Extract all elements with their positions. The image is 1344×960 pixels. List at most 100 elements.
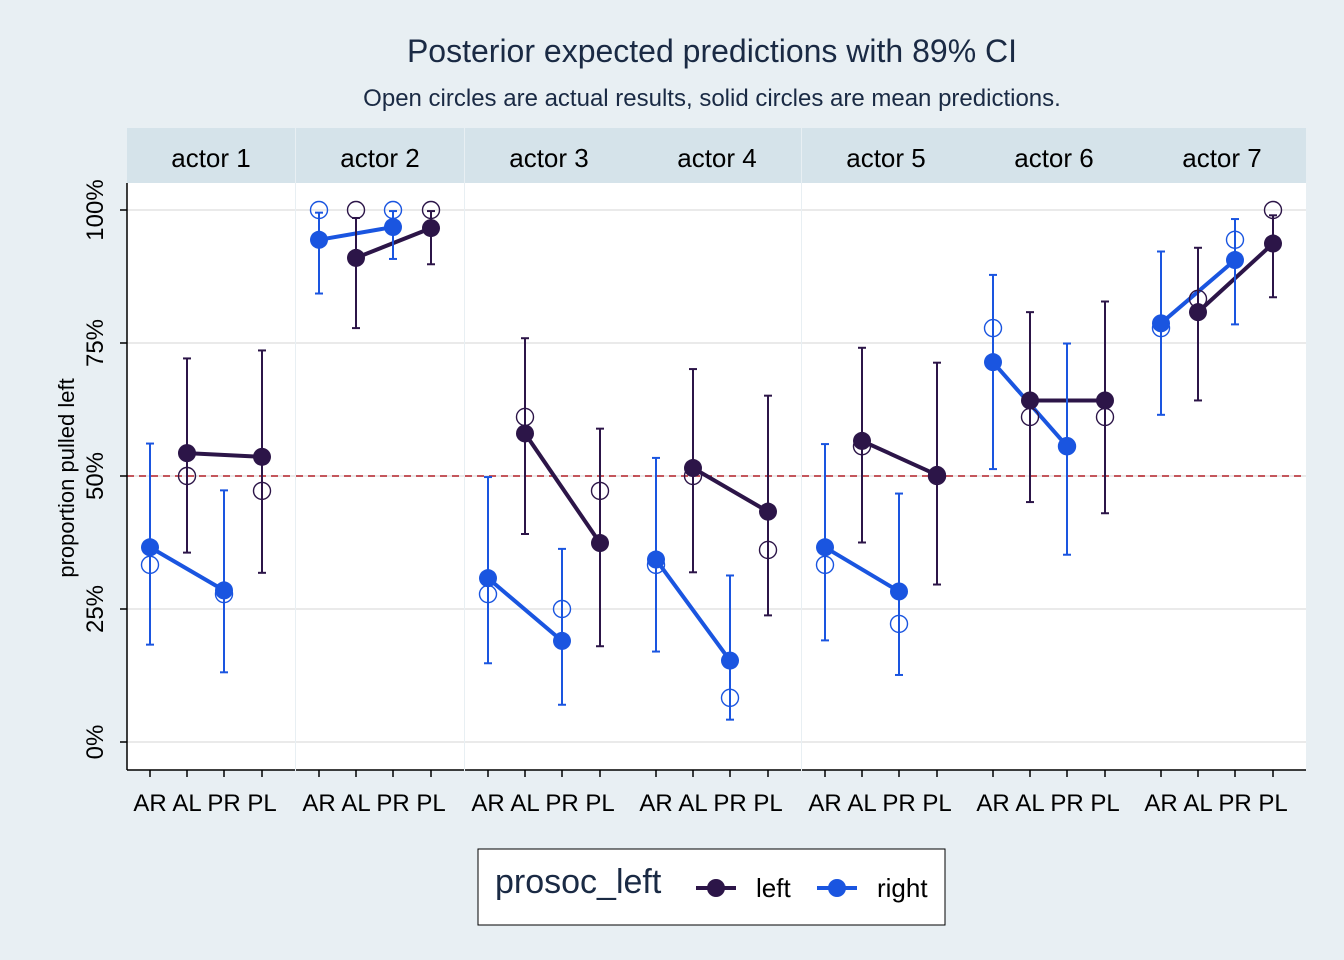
legend-label-right: right (877, 873, 928, 903)
mean-point (422, 219, 440, 238)
mean-point (347, 248, 365, 267)
x-tick-label: AL (172, 790, 201, 817)
panel-strip-label: actor 3 (509, 143, 589, 173)
legend-key-point (707, 879, 725, 897)
series-line-left (691, 466, 770, 514)
mean-point (1058, 437, 1076, 456)
x-tick-label: PL (753, 790, 782, 817)
panel-strip (633, 128, 801, 183)
mean-point (684, 459, 702, 478)
mean-point (215, 581, 233, 600)
series-line-left (186, 451, 263, 459)
series-line-right (654, 558, 732, 662)
facet-panel: actor 3 AR AL PR PL (465, 128, 633, 817)
series-line-right (486, 576, 564, 643)
mean-point (516, 424, 534, 443)
y-axis-title: proportion pulled left (54, 378, 79, 577)
y-tick-label: 75% (82, 319, 109, 367)
x-tick-label: PR (1218, 790, 1251, 817)
facet-panel: actor 1 AR AL PR PL (127, 128, 295, 817)
x-tick-label: AR (976, 790, 1009, 817)
mean-point (984, 353, 1002, 372)
facet-panel: actor 7 AR AL PR PL (1138, 128, 1306, 817)
x-tick-label: AL (847, 790, 876, 817)
observed-point (421, 200, 441, 220)
x-tick-label: AL (1015, 790, 1044, 817)
mean-point (310, 230, 328, 249)
mean-point (1021, 391, 1039, 410)
series-line-left (523, 432, 602, 545)
x-tick-label: PL (922, 790, 951, 817)
observed-point (758, 540, 778, 560)
mean-point (1189, 303, 1207, 322)
legend-key-point (828, 879, 846, 897)
mean-point (1152, 314, 1170, 333)
mean-point (759, 502, 777, 521)
x-tick-label: AR (808, 790, 841, 817)
facet-panel: actor 4 AR AL PR PL (633, 128, 801, 817)
mean-point (141, 538, 159, 557)
series-line-right (823, 545, 901, 594)
mean-point (721, 651, 739, 670)
mean-point (647, 550, 665, 569)
observed-point (1225, 230, 1245, 249)
y-tick-label: 25% (82, 585, 109, 633)
legend: prosoc_left left right (477, 848, 946, 926)
x-tick-label: AL (510, 790, 539, 817)
mean-point (1226, 251, 1244, 270)
panel-strip (1138, 128, 1306, 183)
panel-strip-label: actor 2 (340, 143, 420, 173)
x-tick-label: PL (585, 790, 614, 817)
x-tick-label: PR (713, 790, 746, 817)
x-tick-label: PR (207, 790, 240, 817)
panel-strip-label: actor 7 (1182, 143, 1262, 173)
x-tick-label: AR (1144, 790, 1177, 817)
x-tick-label: AR (302, 790, 335, 817)
observed-point (720, 688, 740, 708)
panel-strip (465, 128, 633, 183)
x-tick-label: AL (678, 790, 707, 817)
panel-strip (296, 128, 464, 183)
mean-point (1096, 391, 1114, 410)
mean-point (553, 631, 571, 650)
x-tick-label: AL (341, 790, 370, 817)
mean-point (479, 569, 497, 588)
chart-subtitle: Open circles are actual results, solid c… (363, 85, 1061, 112)
x-tick-label: PL (247, 790, 276, 817)
x-tick-label: PR (882, 790, 915, 817)
mean-point (178, 444, 196, 463)
observed-point (346, 200, 366, 220)
panel-strip-label: actor 4 (677, 143, 757, 173)
observed-point (983, 318, 1003, 338)
y-tick-label: 50% (82, 452, 109, 500)
mean-point (253, 447, 271, 466)
series-line-right (148, 545, 226, 593)
observed-point (177, 466, 197, 486)
panel-strip (127, 128, 295, 183)
x-tick-label: PL (1090, 790, 1119, 817)
y-tick-label: 0% (82, 725, 109, 760)
x-tick-label: AR (471, 790, 504, 817)
x-tick-label: PL (416, 790, 445, 817)
observed-point (1263, 200, 1283, 220)
mean-point (853, 431, 871, 450)
panel-strip (802, 128, 970, 183)
x-tick-label: AR (133, 790, 166, 817)
observed-point (889, 614, 909, 634)
facet-panel: actor 2 AR AL PR PL (296, 128, 464, 817)
x-tick-label: AL (1183, 790, 1212, 817)
observed-point (590, 481, 610, 501)
mean-point (591, 534, 609, 553)
y-tick-label: 100% (82, 179, 109, 240)
mean-point (816, 538, 834, 557)
panel-strip-label: actor 5 (846, 143, 926, 173)
facet-panel: actor 6 AR AL PR PL (970, 128, 1138, 817)
mean-point (890, 582, 908, 601)
y-axis: 0% 25% 50% 75% 100% (82, 179, 128, 770)
facet-panel: actor 5 AR AL PR PL (802, 128, 970, 817)
series-line-left (861, 439, 938, 477)
observed-point (252, 481, 272, 501)
mean-point (1264, 234, 1282, 253)
